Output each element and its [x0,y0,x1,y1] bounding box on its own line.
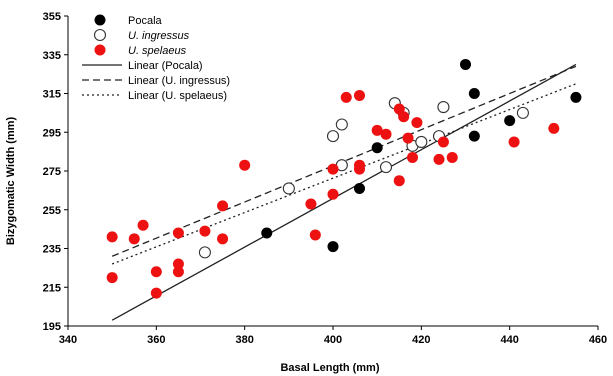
point-red [217,233,229,245]
point-red [128,233,140,245]
point-black [468,130,480,142]
point-red [172,258,184,270]
point-red [309,229,321,241]
x-tick-label: 440 [500,334,518,346]
trendline-solid [111,63,577,321]
y-tick-label: 295 [43,127,61,139]
point-red [305,198,317,210]
legend-label: Linear (U. ingressus) [128,75,230,87]
point-open [437,101,450,114]
point-black [371,142,383,154]
point-red [106,272,118,284]
legend-label: Linear (U. spelaeus) [128,90,227,102]
point-black [570,91,582,103]
point-open [379,161,393,174]
trendlines [111,63,577,321]
point-red [150,287,162,299]
y-tick-label: 355 [43,11,61,23]
x-tick-label: 340 [59,334,77,346]
y-tick-label: 235 [43,244,61,256]
x-tick-label: 400 [324,334,342,346]
point-red [137,219,149,231]
axes: 340 360 380 400 420 440 460 195 215 235 255 275 295 3… [43,11,608,346]
legend-marker-pocala [94,14,106,26]
point-red [393,175,405,187]
legend-label: Linear (Pocala) [128,60,203,72]
point-open [516,106,529,119]
point-open [282,182,295,195]
point-open [326,130,340,143]
point-red [508,136,520,148]
point-red [398,111,410,123]
y-axis-title: Bizygomatic Width (mm) [5,117,17,246]
point-red [371,124,383,136]
point-red [172,266,184,278]
x-tick-label: 380 [235,334,253,346]
x-tick-label: 360 [147,334,165,346]
point-black [261,227,273,239]
point-black [504,115,516,127]
trendline-dashed [111,65,577,257]
legend: Pocala U. ingressus U. spelaeus Linear (Poc… [82,14,230,102]
point-black [354,182,365,194]
y-tick-label: 215 [43,282,61,294]
x-tick-label: 420 [412,334,430,346]
point-red [354,89,365,101]
point-black [327,241,339,253]
y-tick-label: 275 [43,166,61,178]
legend-marker-spelaeus [94,44,106,56]
point-red [380,128,392,140]
point-red [327,163,339,175]
point-black [468,88,480,99]
y-tick-label: 315 [43,89,61,101]
point-red [239,159,251,171]
point-red [327,188,339,200]
y-tick-label: 195 [43,321,61,333]
legend-marker-ingressus [93,28,107,42]
y-tick-label: 335 [43,50,61,62]
point-open [335,118,348,131]
point-red [217,200,229,212]
point-red [411,117,423,129]
data-points [106,58,582,299]
point-red [172,227,184,239]
point-red [354,163,365,175]
point-red [446,151,458,163]
point-red [340,91,352,103]
legend-label: Pocala [128,15,163,27]
legend-label: U. spelaeus [128,45,187,57]
x-tick-label: 460 [589,334,607,346]
point-red [402,132,414,144]
x-axis-title: Basal Length (mm) [280,362,379,374]
point-red [106,231,118,243]
point-red [199,225,211,237]
point-black [460,58,471,70]
point-open [415,135,428,148]
point-red [548,122,560,134]
point-red [437,136,449,148]
point-red [150,266,162,278]
point-open [198,246,211,259]
point-red [433,153,445,165]
legend-label: U. ingressus [128,30,190,42]
point-red [407,151,418,163]
y-tick-label: 255 [43,205,61,217]
